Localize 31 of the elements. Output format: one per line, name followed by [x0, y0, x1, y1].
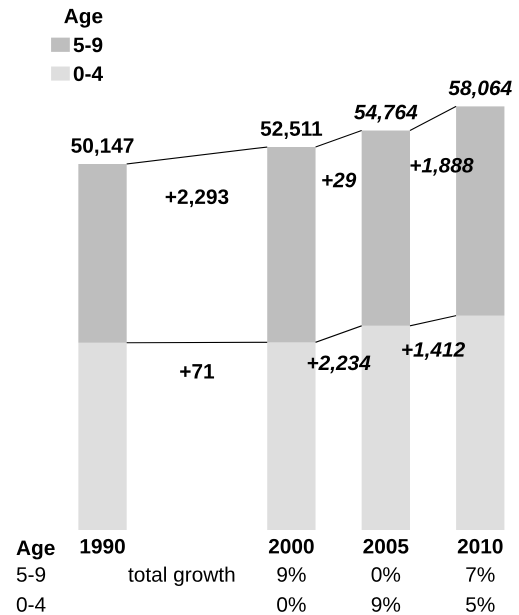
legend-label: 5-9: [74, 38, 102, 52]
legend-label: 0-4: [74, 66, 103, 82]
text: 58,064: [448, 80, 512, 98]
text: 5%: [466, 597, 495, 612]
annotation: +1,412: [402, 342, 465, 360]
bar: [267, 147, 316, 342]
text: 5-9: [16, 567, 46, 582]
annotation: +71: [180, 364, 214, 378]
annotation: +29: [322, 172, 356, 188]
annotation: 50,147: [71, 138, 134, 156]
bar: [362, 130, 410, 326]
text: 9%: [277, 567, 306, 582]
x-tick-label: 1990: [80, 538, 125, 554]
x-tick-label: 2005: [363, 538, 408, 554]
text: 0-4: [16, 597, 46, 612]
annotation: +2,234: [308, 355, 370, 374]
text: 0%: [277, 597, 306, 612]
x-tick-label: 2010: [458, 538, 503, 554]
text: total growth: [128, 566, 234, 586]
bar: [78, 342, 127, 530]
text: 7%: [466, 567, 495, 582]
annotation: 54,764: [354, 104, 418, 122]
text: Age: [16, 540, 55, 560]
text: 9%: [372, 597, 400, 612]
annotation: 52,511: [260, 121, 322, 139]
legend-title: Age: [64, 8, 102, 28]
annotation: +1,888: [410, 158, 474, 176]
bar: [78, 164, 127, 343]
x-tick-label: 2000: [268, 538, 314, 554]
annotation: +2,293: [166, 189, 228, 208]
text: 0%: [372, 567, 400, 582]
